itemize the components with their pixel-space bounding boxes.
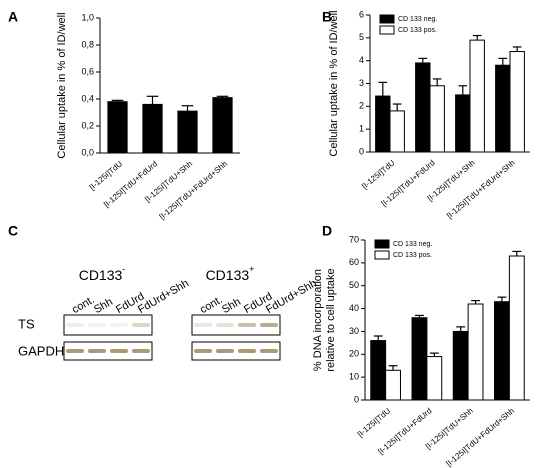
lane-label: Shh — [92, 296, 115, 316]
ts-band — [110, 323, 128, 327]
y-tick-label: 3 — [359, 78, 364, 88]
y-tick-label: 70 — [349, 234, 359, 244]
ts-band — [216, 323, 234, 327]
lane-label: FdUrd+Shh — [136, 277, 191, 316]
group-name: CD133 — [206, 267, 250, 283]
legend-swatch — [379, 25, 395, 35]
x-tick-label: [I-125I]TdU — [356, 406, 393, 439]
gapdh-band — [216, 349, 234, 353]
y-tick-label: 30 — [349, 326, 359, 336]
y-tick-label: 5 — [359, 32, 364, 42]
y-tick-label: 0 — [354, 394, 359, 404]
ts-box — [191, 314, 281, 336]
bar — [212, 97, 233, 154]
y-tick-label: 0,2 — [81, 120, 94, 130]
bar — [508, 255, 525, 401]
y-tick-label: 0,0 — [81, 147, 94, 157]
legend-label: CD 133 pos. — [398, 27, 437, 34]
gapdh-box — [191, 341, 281, 361]
gapdh-band — [110, 349, 128, 353]
y-tick-label: 0,4 — [81, 93, 94, 103]
y-tick-label: 0,6 — [81, 66, 94, 76]
bar — [429, 85, 445, 153]
group-label: CD133- — [79, 264, 126, 282]
ts-band — [88, 323, 106, 327]
gapdh-band — [66, 349, 84, 353]
ts-band — [132, 323, 150, 327]
bar — [455, 94, 471, 153]
y-tick-label: 10 — [349, 372, 359, 382]
x-tick-label: [I-125I]TdU+FdUrd+Shh — [158, 159, 230, 221]
y-tick-label: 2 — [359, 101, 364, 111]
bar — [415, 62, 431, 153]
group-name: CD133 — [79, 267, 123, 283]
group-label: CD133+ — [206, 264, 255, 282]
bar — [385, 369, 401, 401]
y-axis-label: Cellular uptake in % of ID/well — [56, 12, 68, 158]
bar — [107, 101, 128, 154]
gapdh-box — [63, 341, 153, 361]
y-tick-label: 0 — [359, 146, 364, 156]
gapdh-band — [194, 349, 212, 353]
bar — [389, 110, 405, 153]
bar — [467, 303, 484, 401]
row-label: GAPDH — [18, 343, 64, 358]
bar — [375, 95, 391, 153]
legend-swatch — [374, 239, 390, 249]
panel-label: D — [322, 223, 332, 239]
x-tick-label: [I-125I]TdU+FdUrd+Shh — [444, 406, 516, 468]
bar — [142, 103, 163, 154]
bar — [177, 110, 198, 154]
panel-label: A — [8, 9, 18, 25]
legend-swatch — [374, 250, 390, 260]
legend-swatch — [379, 14, 395, 24]
gapdh-band — [260, 349, 278, 353]
y-axis-label: relative to cell uptake — [325, 268, 337, 371]
lane-label: FdUrd+Shh — [264, 277, 319, 316]
ts-band — [260, 323, 278, 327]
y-tick-label: 60 — [349, 257, 359, 267]
ts-box — [63, 314, 153, 336]
bar — [411, 317, 428, 401]
ts-band — [194, 323, 212, 327]
y-axis-label: Cellular uptake in % of ID/well — [328, 10, 340, 156]
ts-band — [238, 323, 256, 327]
y-tick-label: 1,0 — [81, 12, 94, 22]
panel-label: C — [8, 223, 18, 239]
group-sign: - — [122, 264, 125, 274]
y-tick-label: 0,8 — [81, 39, 94, 49]
gapdh-band — [88, 349, 106, 353]
bar — [426, 356, 443, 401]
group-sign: + — [249, 264, 254, 274]
panel-label: B — [322, 9, 332, 25]
y-axis-label: % DNA incorporation — [312, 269, 324, 371]
ts-band — [66, 323, 84, 327]
y-tick-label: 20 — [349, 349, 359, 359]
row-label: TS — [18, 316, 35, 331]
bar — [495, 64, 511, 153]
y-tick-label: 40 — [349, 303, 359, 313]
y-tick-label: 1 — [359, 124, 364, 134]
x-tick-label: [I-125I]TdU+FdUrd+Shh — [445, 158, 517, 220]
gapdh-band — [238, 349, 256, 353]
gapdh-band — [132, 349, 150, 353]
bar — [370, 340, 387, 401]
y-tick-label: 50 — [349, 280, 359, 290]
legend-label: CD 133 neg. — [398, 16, 437, 23]
bar — [452, 330, 469, 401]
legend-label: CD 133 neg. — [393, 241, 432, 248]
y-tick-label: 4 — [359, 55, 364, 65]
bar — [494, 301, 510, 401]
bar — [509, 51, 525, 153]
x-tick-label: [I-125I]TdU — [360, 158, 397, 191]
bar — [469, 39, 485, 153]
y-tick-label: 6 — [359, 9, 364, 19]
legend-label: CD 133 pos. — [393, 252, 432, 259]
lane-label: Shh — [220, 296, 243, 316]
